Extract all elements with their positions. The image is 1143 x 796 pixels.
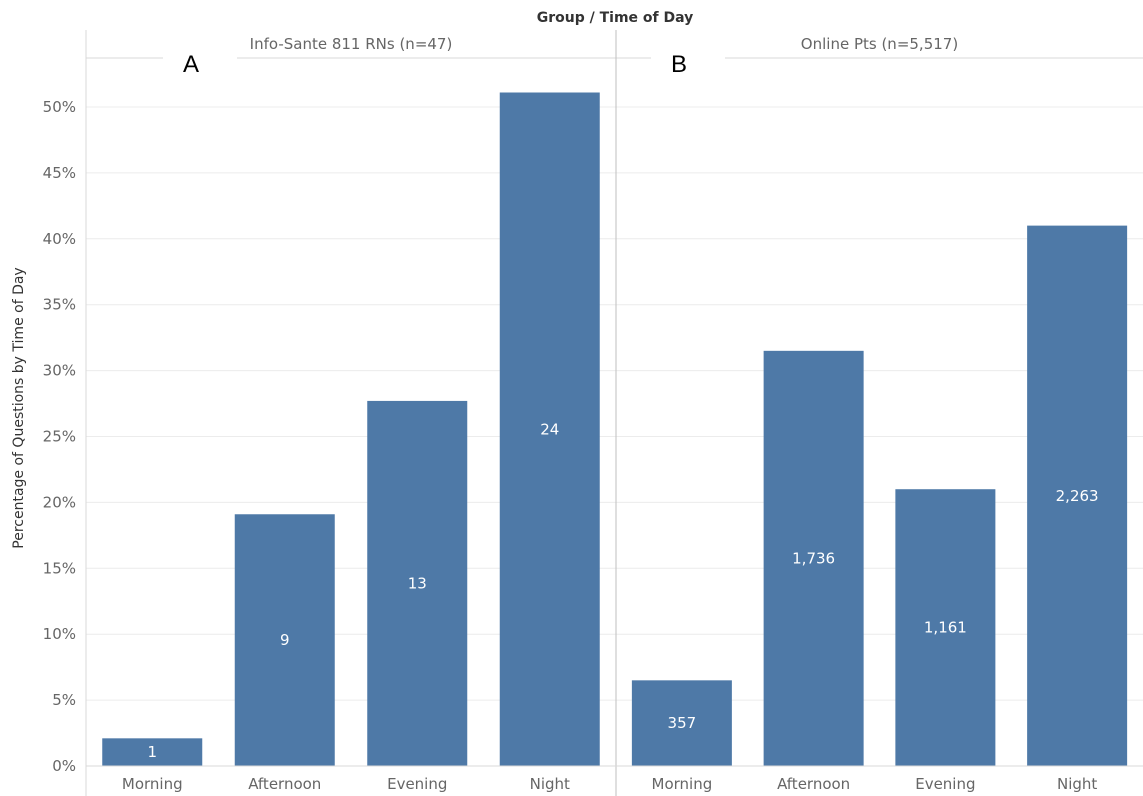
y-tick-label: 35% [43,296,76,314]
x-tick-label: Evening [915,775,975,793]
panel-letter-box [163,50,237,106]
y-tick-label: 10% [43,625,76,643]
y-tick-label: 5% [52,691,76,709]
panel-title: Info-Sante 811 RNs (n=47) [250,35,453,53]
bars: 1 9 13 24 357 1,736 1,161 2,263 [102,92,1128,766]
bar-value-label: 2,263 [1056,487,1099,505]
y-tick-label: 15% [43,559,76,577]
y-tick-label: 50% [43,98,76,116]
axes: Morning Afternoon Evening Night Morning After… [85,30,1143,796]
y-tick-label: 0% [52,757,76,775]
y-tick-label: 20% [43,493,76,511]
bar [367,400,468,766]
bar [102,738,203,766]
bar [631,680,732,766]
bar-value-label: 13 [408,574,427,592]
bar [234,514,335,766]
bar [763,350,864,766]
x-tick-label: Afternoon [777,775,850,793]
y-tick-label: 25% [43,428,76,446]
bar-value-label: 24 [540,420,559,438]
bar-value-label: 1,161 [924,619,967,637]
bar-value-label: 1,736 [792,549,835,567]
bar [895,489,996,766]
x-tick-label: Morning [652,775,713,793]
y-tick-label: 40% [43,230,76,248]
y-axis-label: Percentage of Questions by Time of Day [11,267,27,548]
panel-title: Online Pts (n=5,517) [801,35,958,53]
x-tick-label: Morning [122,775,183,793]
bar [1027,225,1128,766]
chart-super-title: Group / Time of Day [537,10,694,26]
x-tick-label: Afternoon [248,775,321,793]
bar-value-label: 357 [668,714,697,732]
bar-value-label: 9 [280,631,290,649]
panel-letter: B [671,51,687,78]
y-tick-label: 30% [43,362,76,380]
bar-value-label: 1 [147,743,157,761]
panel-letter: A [183,51,199,78]
panel-letter-box [651,50,725,106]
x-tick-label: Evening [387,775,447,793]
bar [499,92,600,766]
x-tick-label: Night [530,775,570,793]
x-tick-label: Night [1057,775,1097,793]
y-tick-label: 45% [43,164,76,182]
